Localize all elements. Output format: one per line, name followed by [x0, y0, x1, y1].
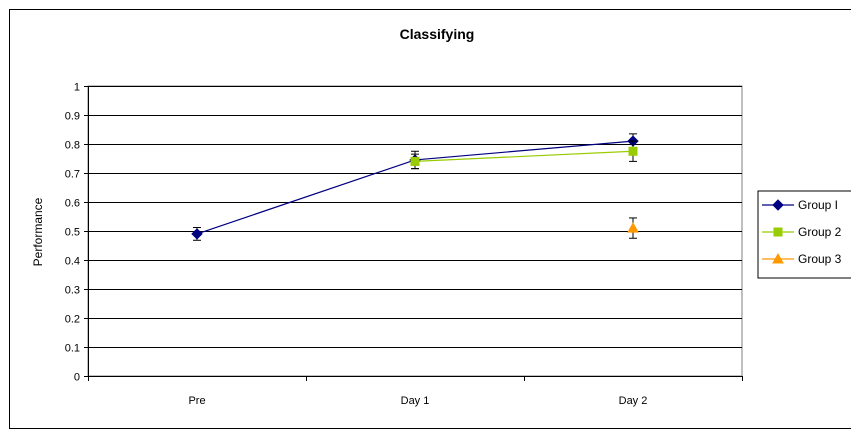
legend-label: Group 3	[798, 252, 842, 266]
legend: Group I Group 2 Group 3	[757, 190, 851, 279]
y-tick-label: 0.5	[65, 227, 80, 239]
legend-marker	[773, 227, 783, 237]
y-tick-label: 0.7	[65, 169, 80, 181]
y-tick-label: 0.2	[65, 314, 80, 326]
chart-frame	[9, 9, 851, 429]
y-tick-label: 0.4	[65, 256, 80, 268]
y-tick-label: 1	[74, 82, 80, 94]
plot-area: 0 0.1 0.2 0.3 0.4 0.5 0.6 0.7 0.8 0.9 1 Pre Day 1 Day…	[65, 82, 743, 407]
legend-marker	[772, 199, 784, 211]
legend-label: Group 2	[798, 225, 842, 239]
x-tick-label: Pre	[188, 395, 205, 407]
y-tick-label: 0.6	[65, 198, 80, 210]
legend-marker	[772, 252, 784, 264]
y-tick-label: 0.8	[65, 140, 80, 152]
x-tick-label: Day 2	[619, 395, 648, 407]
data-point-series-2	[410, 156, 420, 166]
x-tick-label: Day 1	[401, 395, 430, 407]
series-line-2	[414, 150, 634, 162]
data-point-series-1	[191, 228, 203, 240]
y-tick-label: 0	[74, 372, 80, 384]
y-axis-label: Performance	[31, 197, 45, 266]
legend-label: Group I	[798, 198, 838, 212]
y-tick-label: 0.1	[65, 343, 80, 355]
data-point-series-2	[628, 146, 638, 156]
chart-title: Classifying	[400, 26, 475, 42]
y-tick-label: 0.9	[65, 111, 80, 123]
y-tick-label: 0.3	[65, 285, 80, 297]
data-point-series-3	[627, 222, 639, 233]
